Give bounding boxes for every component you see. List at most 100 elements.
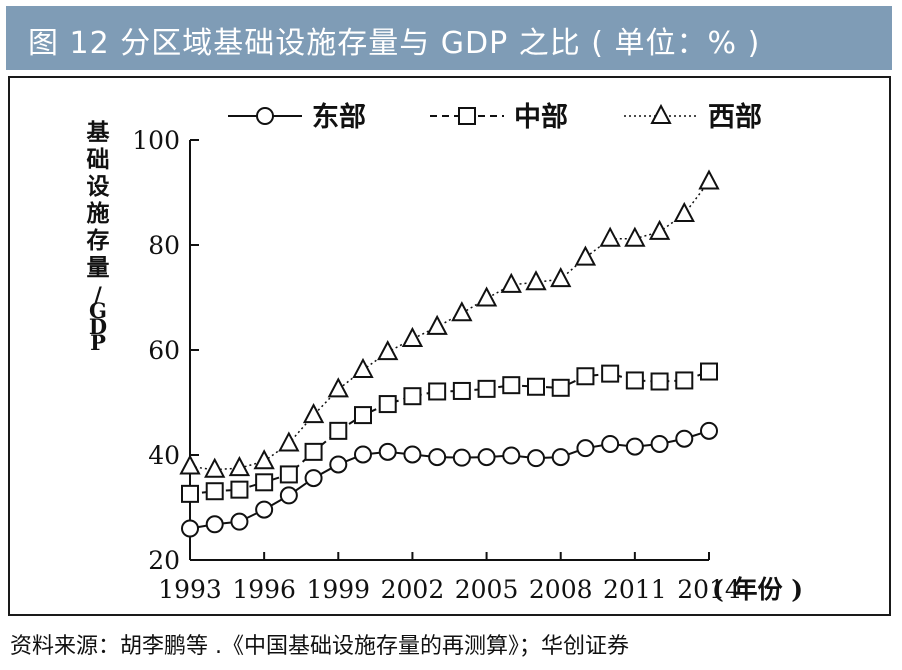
data-point	[329, 455, 348, 474]
data-point	[625, 371, 644, 390]
data-point	[352, 357, 374, 378]
data-point	[230, 512, 249, 531]
y-axis-label-char: 施	[87, 200, 110, 227]
data-point	[354, 445, 372, 464]
data-point	[576, 367, 595, 386]
figure-title: 图 12 分区域基础设施存量与 GDP 之比 ( 单位：% )	[28, 26, 761, 61]
y-tick-label: 100	[132, 126, 180, 155]
y-tick-label: 20	[148, 546, 180, 575]
series-line	[189, 181, 710, 471]
data-point	[624, 226, 646, 247]
data-point	[181, 519, 199, 538]
y-tick-label: 60	[148, 336, 180, 365]
data-point	[451, 301, 473, 322]
data-point	[401, 326, 424, 347]
data-point	[452, 448, 471, 467]
x-tick-label: 2011	[603, 575, 667, 604]
data-point	[304, 442, 323, 461]
y-axis-label-char: 量	[87, 254, 110, 281]
y-axis-label-char: 基	[87, 119, 111, 146]
data-point	[428, 448, 447, 467]
data-point	[377, 339, 399, 361]
data-point	[477, 448, 496, 467]
data-point	[601, 364, 620, 383]
data-point	[255, 500, 274, 519]
data-point	[354, 406, 372, 425]
legend-label: 东部	[312, 101, 366, 133]
data-point	[500, 272, 522, 293]
data-point	[625, 437, 644, 456]
series-triangle	[179, 169, 720, 478]
legend-marker	[458, 107, 476, 125]
data-point	[378, 395, 397, 414]
data-point	[502, 446, 521, 465]
legend-item: 西部	[624, 101, 762, 133]
y-tick-label: 80	[148, 231, 180, 260]
data-point	[204, 457, 226, 478]
data-point	[452, 381, 471, 400]
y-axis-label-char: 础	[87, 146, 110, 173]
y-axis-label-char: 设	[87, 173, 110, 200]
data-point	[304, 469, 323, 488]
x-tick-label: 2005	[455, 575, 519, 604]
data-point	[700, 362, 718, 381]
data-point	[403, 387, 422, 406]
data-point	[675, 371, 694, 390]
data-point	[675, 429, 694, 448]
x-tick-label: 1999	[306, 575, 370, 604]
data-point	[576, 439, 595, 458]
legend-marker	[256, 107, 274, 125]
data-point	[181, 484, 199, 503]
data-point	[428, 382, 447, 401]
legend-label: 中部	[514, 101, 568, 133]
data-point	[378, 442, 397, 461]
legend-marker	[650, 103, 672, 124]
data-point	[403, 445, 422, 464]
data-point	[179, 454, 201, 475]
title-bar: 图 12 分区域基础设施存量与 GDP 之比 ( 单位：% )	[6, 6, 892, 70]
data-point	[601, 434, 620, 453]
data-point	[599, 226, 621, 247]
x-tick-label: 2002	[381, 575, 445, 604]
y-axis-label-char: P	[90, 330, 106, 355]
data-point	[230, 480, 249, 499]
y-axis-label: 基础设施存量/GDP	[87, 119, 111, 355]
axes: 20 40 60 80 100 1993 1996 1999 2002 2005 2008 2011 2…	[132, 126, 803, 604]
x-tick-label: 2014	[677, 575, 741, 604]
data-point	[648, 219, 671, 240]
data-point	[698, 169, 720, 190]
x-axis-label: ( 年份 )	[712, 575, 803, 604]
x-tick-label: 2008	[529, 575, 593, 604]
data-point	[205, 515, 224, 534]
data-point	[574, 245, 597, 266]
data-point	[527, 377, 545, 396]
y-axis-label-char: G	[89, 298, 107, 323]
data-point	[302, 402, 325, 424]
data-point	[502, 376, 521, 395]
data-point	[205, 482, 224, 501]
data-point	[551, 378, 570, 397]
data-point	[279, 486, 298, 505]
legend-item: 东部	[228, 101, 366, 133]
y-tick-label: 40	[148, 441, 180, 470]
series-circle	[181, 421, 718, 538]
series-line	[189, 429, 710, 530]
data-point	[329, 421, 348, 440]
data-point	[426, 314, 448, 335]
data-point	[255, 473, 274, 492]
data-point	[673, 201, 695, 223]
legend: 东部 中部 西部	[228, 101, 762, 133]
data-point	[525, 270, 547, 291]
legend-item: 中部	[430, 101, 568, 133]
source-note: 资料来源：胡李鹏等 .《中国基础设施存量的再测算》；华创证券	[10, 634, 629, 659]
data-point	[475, 286, 498, 307]
data-point	[228, 455, 251, 477]
y-axis-label-char: D	[89, 314, 107, 339]
y-axis-label-char: 存	[87, 227, 110, 254]
y-axis-label-char: /	[94, 282, 102, 307]
data-point	[279, 465, 298, 484]
line-chart: 20 40 60 80 100 1993 1996 1999 2002 2005 2008 2011 2…	[87, 101, 804, 604]
series-line	[189, 370, 710, 495]
data-point	[550, 266, 572, 288]
data-point	[650, 372, 669, 391]
